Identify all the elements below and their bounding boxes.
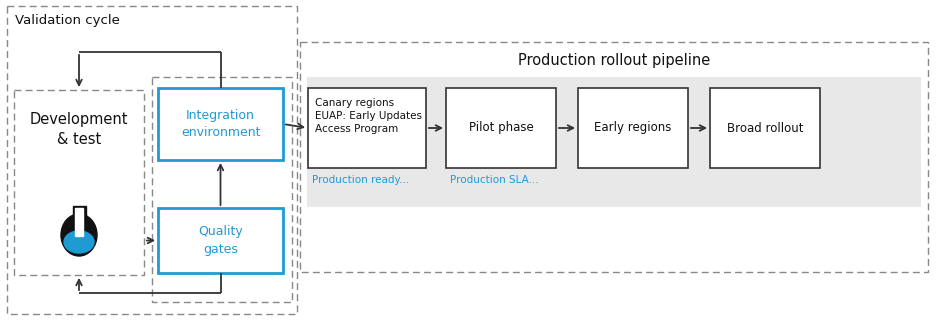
Text: Broad rollout: Broad rollout [726,122,804,134]
Bar [446,88,556,168]
Text: Development
& test: Development & test [30,112,128,147]
Bar [152,77,292,302]
Text: Validation cycle: Validation cycle [15,14,120,27]
Bar [158,208,283,273]
Text: Early regions: Early regions [594,122,672,134]
Ellipse shape [61,214,97,256]
Bar [7,6,297,314]
Bar [307,77,921,207]
Text: Canary regions
EUAP: Early Updates
Access Program: Canary regions EUAP: Early Updates Acces… [315,98,422,134]
Bar [73,206,86,238]
Bar [710,88,820,168]
Bar [75,208,83,236]
Text: Quality
gates: Quality gates [198,226,243,255]
Bar [300,42,928,272]
Bar [578,88,688,168]
Text: Integration
environment: Integration environment [181,109,260,139]
Text: Production ready...: Production ready... [312,175,409,185]
Bar [158,88,283,160]
Bar [308,88,426,168]
Text: Pilot phase: Pilot phase [468,122,533,134]
Text: Production SLA...: Production SLA... [450,175,539,185]
Bar [14,90,144,275]
Ellipse shape [64,231,94,253]
Text: Production rollout pipeline: Production rollout pipeline [518,53,710,68]
